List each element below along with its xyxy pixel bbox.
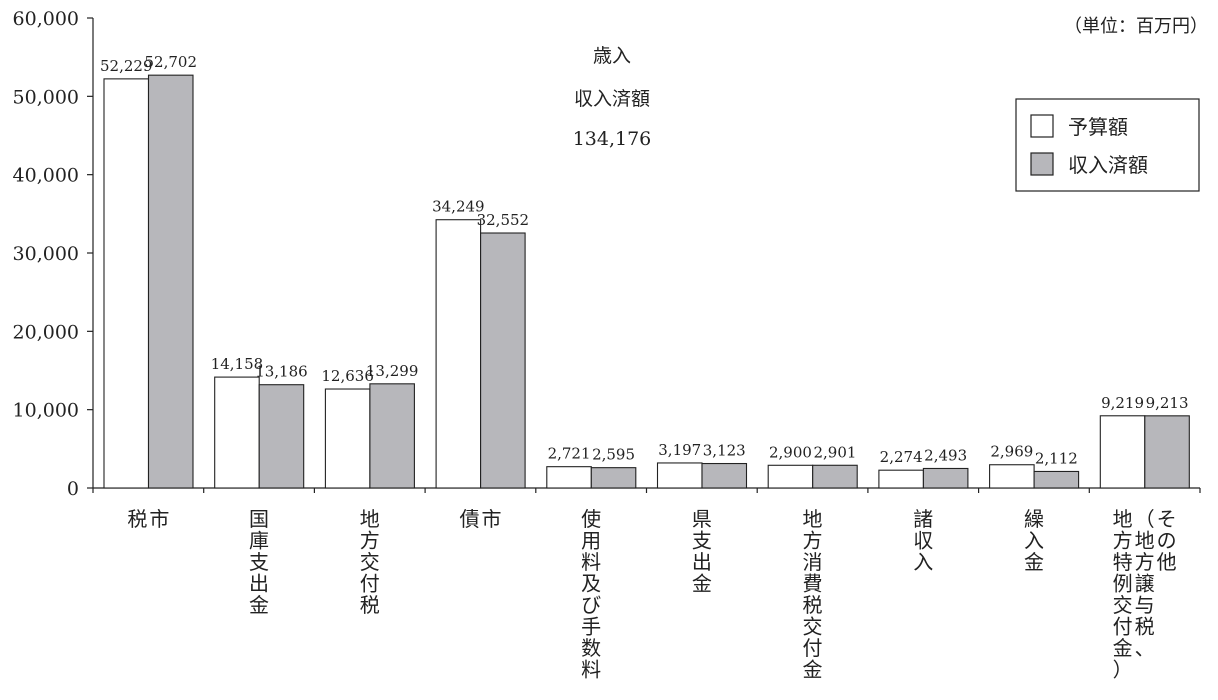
- bar-value-label: 2,900: [769, 443, 812, 461]
- bar-value-label: 52,702: [145, 53, 198, 71]
- bar-budget: [989, 464, 1035, 489]
- bar-value-label: 2,112: [1035, 449, 1078, 467]
- category-label: 市: [149, 507, 169, 531]
- bar-received: [701, 462, 748, 489]
- bar-value-label: 2,595: [592, 446, 635, 464]
- bar-received: [812, 464, 858, 489]
- category-label: 地方交付税: [360, 507, 380, 617]
- bar-budget: [656, 462, 703, 489]
- bar-received: [258, 384, 305, 489]
- bar-value-label: 9,213: [1146, 394, 1189, 412]
- bar-value-label: 9,219: [1101, 394, 1144, 412]
- bar-value-label: 2,493: [924, 446, 967, 464]
- y-tick-label: 60,000: [13, 8, 79, 30]
- bar-budget: [767, 464, 814, 489]
- center-annotation-line: 収入済額: [574, 88, 650, 110]
- legend-swatch: [1030, 152, 1054, 176]
- bar-budget: [435, 219, 482, 489]
- bar-received: [590, 467, 637, 489]
- bar-value-label: 34,249: [432, 198, 485, 216]
- legend-box: [1015, 98, 1200, 192]
- bar-value-label: 3,123: [703, 442, 746, 460]
- category-label: 地方特例交付金）: [1113, 507, 1133, 682]
- y-tick-label: 10,000: [13, 400, 79, 422]
- category-label: 諸収入: [913, 507, 933, 574]
- bar-budget: [878, 469, 924, 489]
- legend-label: 収入済額: [1068, 153, 1148, 177]
- category-label: 繰入金: [1024, 507, 1044, 574]
- bar-budget: [214, 376, 260, 489]
- bar-received: [480, 232, 526, 489]
- center-annotation-line: 134,176: [573, 128, 652, 150]
- bar-value-label: 2,721: [548, 445, 591, 463]
- center-annotation-line: 歳入: [593, 45, 631, 67]
- bar-value-label: 13,299: [366, 362, 419, 380]
- y-tick-label: 0: [67, 478, 79, 500]
- y-tick-label: 40,000: [13, 165, 79, 187]
- category-label: 税: [127, 507, 147, 531]
- bar-value-label: 32,552: [477, 211, 530, 229]
- bar-value-label: 2,901: [813, 443, 856, 461]
- category-label: 使用料及び手数料: [581, 507, 601, 682]
- bar-value-label: 14,158: [211, 355, 264, 373]
- bar-budget: [324, 388, 371, 489]
- legend-label: 予算額: [1068, 115, 1128, 139]
- legend-swatch: [1030, 114, 1054, 138]
- category-label: 県支出金: [692, 507, 712, 596]
- bar-value-label: 3,197: [658, 441, 701, 459]
- category-label: 地方消費税交付金: [803, 507, 823, 682]
- bar-value-label: 13,186: [255, 363, 308, 381]
- category-label: 市: [481, 507, 501, 531]
- bar-budget: [1099, 415, 1146, 489]
- bar-received: [369, 383, 415, 489]
- bar-received: [922, 467, 969, 489]
- bar-received: [1144, 415, 1190, 489]
- category-label: 債: [459, 507, 479, 531]
- category-label: 国庫支出金: [249, 507, 269, 617]
- bar-received: [147, 74, 194, 489]
- bar-value-label: 2,274: [880, 448, 923, 466]
- bar-value-label: 52,229: [100, 57, 153, 75]
- category-label: （地方譲与税、: [1135, 507, 1155, 660]
- unit-label: （単位：百万円）: [1064, 16, 1208, 37]
- bar-budget: [546, 466, 592, 489]
- bar-received: [1033, 470, 1080, 489]
- y-tick-label: 30,000: [13, 243, 79, 265]
- category-label: その他: [1157, 507, 1177, 574]
- bar-budget: [103, 78, 150, 489]
- bar-value-label: 12,636: [321, 367, 374, 385]
- bar-value-label: 2,969: [990, 443, 1033, 461]
- y-tick-label: 50,000: [13, 86, 79, 108]
- y-tick-label: 20,000: [13, 321, 79, 343]
